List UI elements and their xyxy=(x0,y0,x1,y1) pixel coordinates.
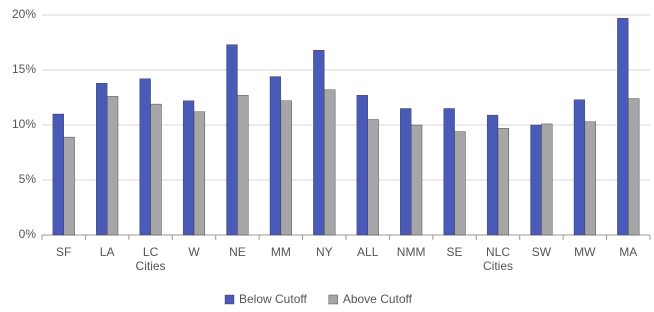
bar xyxy=(237,95,249,236)
x-tick-label: SE xyxy=(446,245,463,259)
x-tick-label: NE xyxy=(229,245,246,259)
legend-label: Above Cutoff xyxy=(343,292,413,306)
bar xyxy=(313,50,325,236)
x-tick-label: SW xyxy=(531,245,552,259)
bar xyxy=(356,95,368,236)
bar xyxy=(280,100,292,236)
bar xyxy=(324,89,336,236)
bar xyxy=(628,98,640,236)
bar xyxy=(52,113,64,236)
legend-label: Below Cutoff xyxy=(239,292,307,306)
bar xyxy=(182,100,195,236)
y-tick-label: 10% xyxy=(12,117,36,131)
bar xyxy=(106,96,119,236)
x-tick-label: LC Cities xyxy=(135,245,166,273)
bar xyxy=(226,44,238,236)
y-tick-label: 5% xyxy=(19,172,37,186)
legend-swatch xyxy=(224,294,235,305)
x-tick-label: NY xyxy=(315,245,333,259)
bar xyxy=(63,136,75,236)
bar xyxy=(410,124,423,236)
bar xyxy=(573,99,586,236)
bar xyxy=(454,131,466,236)
x-tick-label: MW xyxy=(574,245,596,259)
bar xyxy=(584,121,596,236)
bar xyxy=(497,128,510,236)
x-tick-label: NLC Cities xyxy=(482,245,513,273)
bar xyxy=(617,18,629,236)
bar xyxy=(443,108,455,236)
bar xyxy=(400,108,412,236)
x-tick-label: W xyxy=(188,245,200,259)
bar xyxy=(486,114,499,236)
bar xyxy=(269,76,282,236)
bar xyxy=(367,119,379,236)
bar xyxy=(193,111,206,236)
bar xyxy=(530,124,542,236)
bar xyxy=(541,123,553,236)
x-tick-label: MM xyxy=(270,245,291,259)
y-tick-label: 0% xyxy=(19,227,37,241)
x-tick-label: SF xyxy=(56,245,72,259)
x-tick-label: NMM xyxy=(396,245,426,259)
bar xyxy=(96,82,108,236)
x-tick-label: ALL xyxy=(357,245,379,259)
y-tick-label: 15% xyxy=(12,62,36,76)
x-tick-label: MA xyxy=(619,245,638,259)
bar xyxy=(150,103,162,236)
x-tick-label: LA xyxy=(99,245,115,259)
bar xyxy=(139,78,151,236)
legend-swatch xyxy=(328,294,339,305)
y-tick-label: 20% xyxy=(12,7,36,21)
